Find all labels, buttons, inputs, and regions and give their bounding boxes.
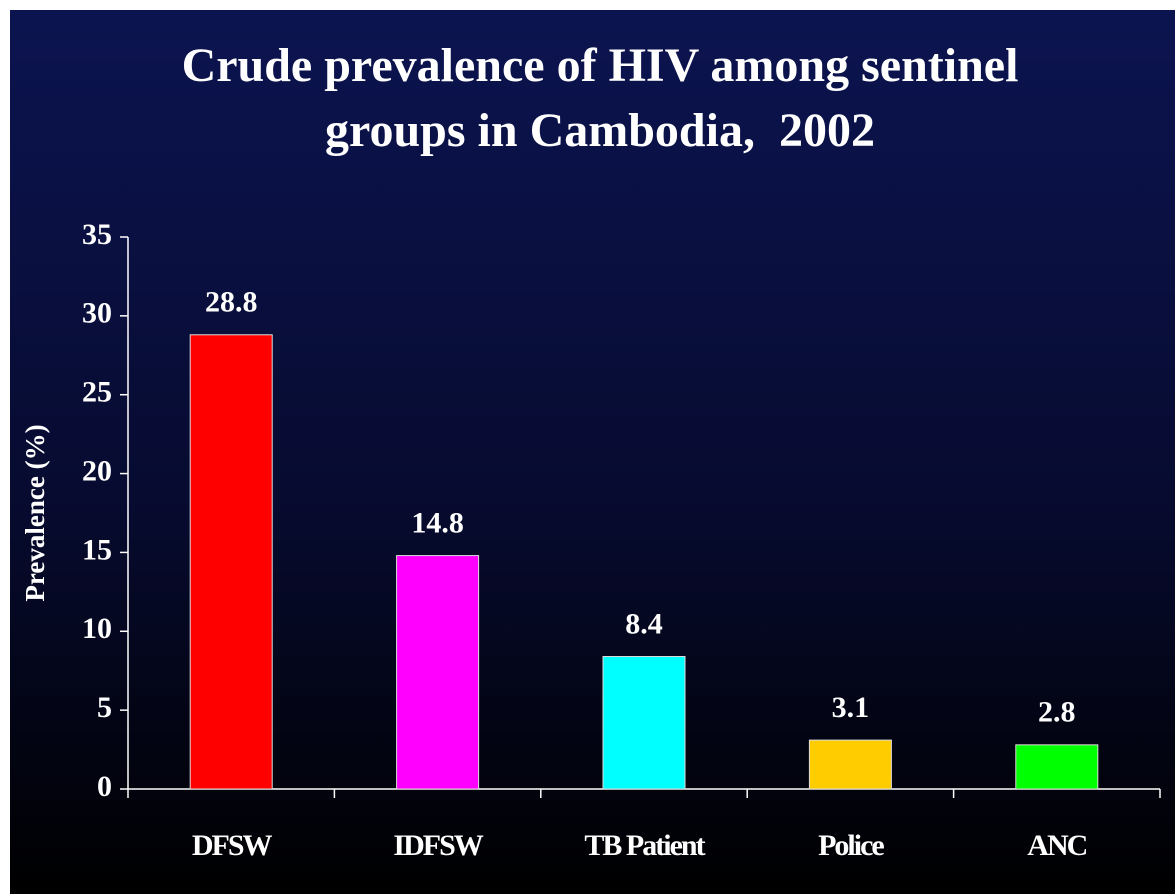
value-label: 3.1 [832, 691, 870, 724]
y-tick-label: 10 [82, 612, 112, 645]
chart-title: Crude prevalence of HIV among sentinel gr… [182, 39, 1019, 157]
y-tick-label: 35 [82, 218, 112, 251]
value-label: 8.4 [625, 607, 663, 640]
y-tick-label: 30 [82, 297, 112, 330]
value-label: 2.8 [1038, 696, 1076, 729]
value-label: 28.8 [205, 286, 258, 319]
bar [1015, 744, 1099, 790]
x-tick-label: Police [818, 829, 884, 862]
x-tick-label: DFSW [192, 829, 273, 862]
x-tick-label: IDFSW [393, 829, 483, 862]
bar [602, 656, 686, 790]
value-label: 14.8 [411, 506, 464, 539]
y-tick-label: 0 [97, 770, 112, 803]
bar [189, 334, 273, 790]
y-tick-label: 20 [82, 454, 112, 487]
y-tick-label: 15 [82, 533, 112, 566]
x-tick-label: ANC [1027, 829, 1086, 862]
y-tick-label: 25 [82, 376, 112, 409]
x-tick-label: TB Patient [584, 829, 705, 862]
bar [396, 555, 480, 790]
bar [808, 739, 892, 790]
y-tick-label: 5 [97, 691, 112, 724]
y-axis-label: Prevalence (%) [20, 424, 50, 601]
